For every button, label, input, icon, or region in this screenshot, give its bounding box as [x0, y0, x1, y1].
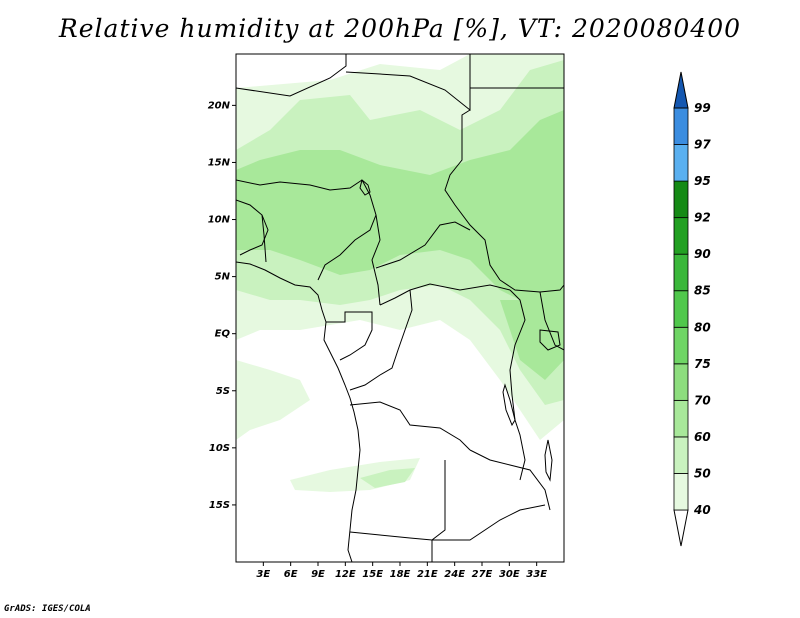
border-chad-car — [375, 221, 471, 269]
colorbar-swatch — [673, 217, 689, 255]
colorbar-level-label: 92 — [694, 211, 711, 225]
colorbar-level-label: 75 — [694, 357, 711, 371]
colorbar-level-label: 85 — [694, 284, 711, 298]
colorbar-over-triangle — [673, 71, 689, 109]
humidity-area-40-southwest — [236, 360, 310, 440]
colorbar-swatch — [673, 399, 689, 438]
country-borders — [236, 54, 564, 562]
border-gabon — [326, 311, 373, 361]
colorbar-under-triangle — [673, 509, 689, 547]
chart-title: Relative humidity at 200hPa [%], VT: 202… — [58, 14, 742, 43]
border-angola-north — [349, 401, 471, 451]
humidity-area-60-east — [500, 300, 564, 380]
border-niger-nigeria — [236, 179, 363, 191]
colorbar-level-label: 90 — [694, 247, 711, 261]
border-algeria-niger — [236, 54, 347, 97]
lat-tick-label: EQ — [215, 329, 231, 340]
colorbar-swatch — [673, 290, 689, 328]
lon-tick-label: 15E — [362, 569, 383, 580]
colorbar-swatch — [673, 253, 689, 292]
border-nigeria-cameroon — [317, 179, 377, 281]
colorbar-level-label: 60 — [694, 430, 711, 444]
border-ghana — [261, 214, 267, 263]
colorbar-level-label: 80 — [694, 320, 711, 334]
colorbar-swatch — [673, 180, 689, 219]
humidity-area-60-north — [236, 110, 564, 320]
lat-tick-label: 10S — [209, 443, 230, 454]
colorbar-swatch — [673, 144, 689, 182]
border-cameroon-car — [371, 214, 381, 306]
lake-tanganyika — [502, 383, 516, 427]
lat-tick-label: 15S — [209, 500, 230, 511]
lake-victoria — [539, 329, 561, 351]
border-angola-east — [431, 460, 446, 562]
lon-tick-label: 6E — [284, 569, 298, 580]
border-chad-sudan — [444, 109, 501, 281]
border-car-congo — [379, 283, 511, 306]
colorbar-swatch — [673, 473, 689, 511]
lon-tick-label: 3E — [256, 569, 270, 580]
coastline-west-africa — [236, 261, 361, 562]
lake-malawi — [544, 439, 553, 482]
colorbar-level-label: 40 — [693, 503, 711, 517]
border-niger-libya — [345, 54, 471, 112]
colorbar-level-label: 97 — [694, 138, 711, 152]
lon-tick-label: 9E — [311, 569, 325, 580]
border-uganda-kenya — [539, 291, 564, 351]
lon-tick-label: 21E — [417, 569, 438, 580]
lat-tick-label: 5S — [216, 386, 230, 397]
lat-tick-label: 15N — [208, 157, 231, 168]
longitude-ticks: 3E 6E 9E 12E 15E 18E 21E 24E 27E 30E 33E — [256, 562, 547, 580]
colorbar-level-label: 95 — [694, 174, 711, 188]
lon-tick-label: 27E — [472, 569, 493, 580]
colorbar-swatch — [673, 326, 689, 365]
border-zambia — [469, 449, 551, 511]
lat-tick-label: 10N — [208, 215, 231, 226]
lon-tick-label: 24E — [444, 569, 465, 580]
grads-credit: GrADS: IGES/COLA — [4, 604, 91, 614]
colorbar-swatch — [673, 107, 689, 145]
colorbar-level-label: 70 — [694, 393, 711, 407]
colorbar: 40 50 60 70 75 80 85 90 92 95 97 99 — [673, 71, 711, 547]
colorbar-swatch — [673, 363, 689, 401]
colorbar-level-label: 99 — [694, 101, 711, 115]
lon-tick-label: 33E — [526, 569, 547, 580]
border-drc-north — [349, 289, 413, 391]
humidity-area-50-south — [360, 468, 415, 488]
lon-tick-label: 12E — [335, 569, 356, 580]
humidity-field — [236, 54, 564, 562]
lon-tick-label: 18E — [390, 569, 411, 580]
lake-chad — [359, 179, 371, 196]
border-west-coast-states — [236, 199, 269, 256]
latitude-ticks: 20N 15N 10N 5N EQ 5S 10S 15S — [208, 100, 236, 511]
border-south — [349, 504, 546, 541]
lat-tick-label: 5N — [215, 272, 231, 283]
lon-tick-label: 30E — [499, 569, 520, 580]
lat-tick-label: 20N — [208, 100, 231, 111]
border-east-lakes — [509, 289, 526, 481]
colorbar-swatch — [673, 436, 689, 474]
colorbar-level-label: 50 — [694, 466, 711, 480]
